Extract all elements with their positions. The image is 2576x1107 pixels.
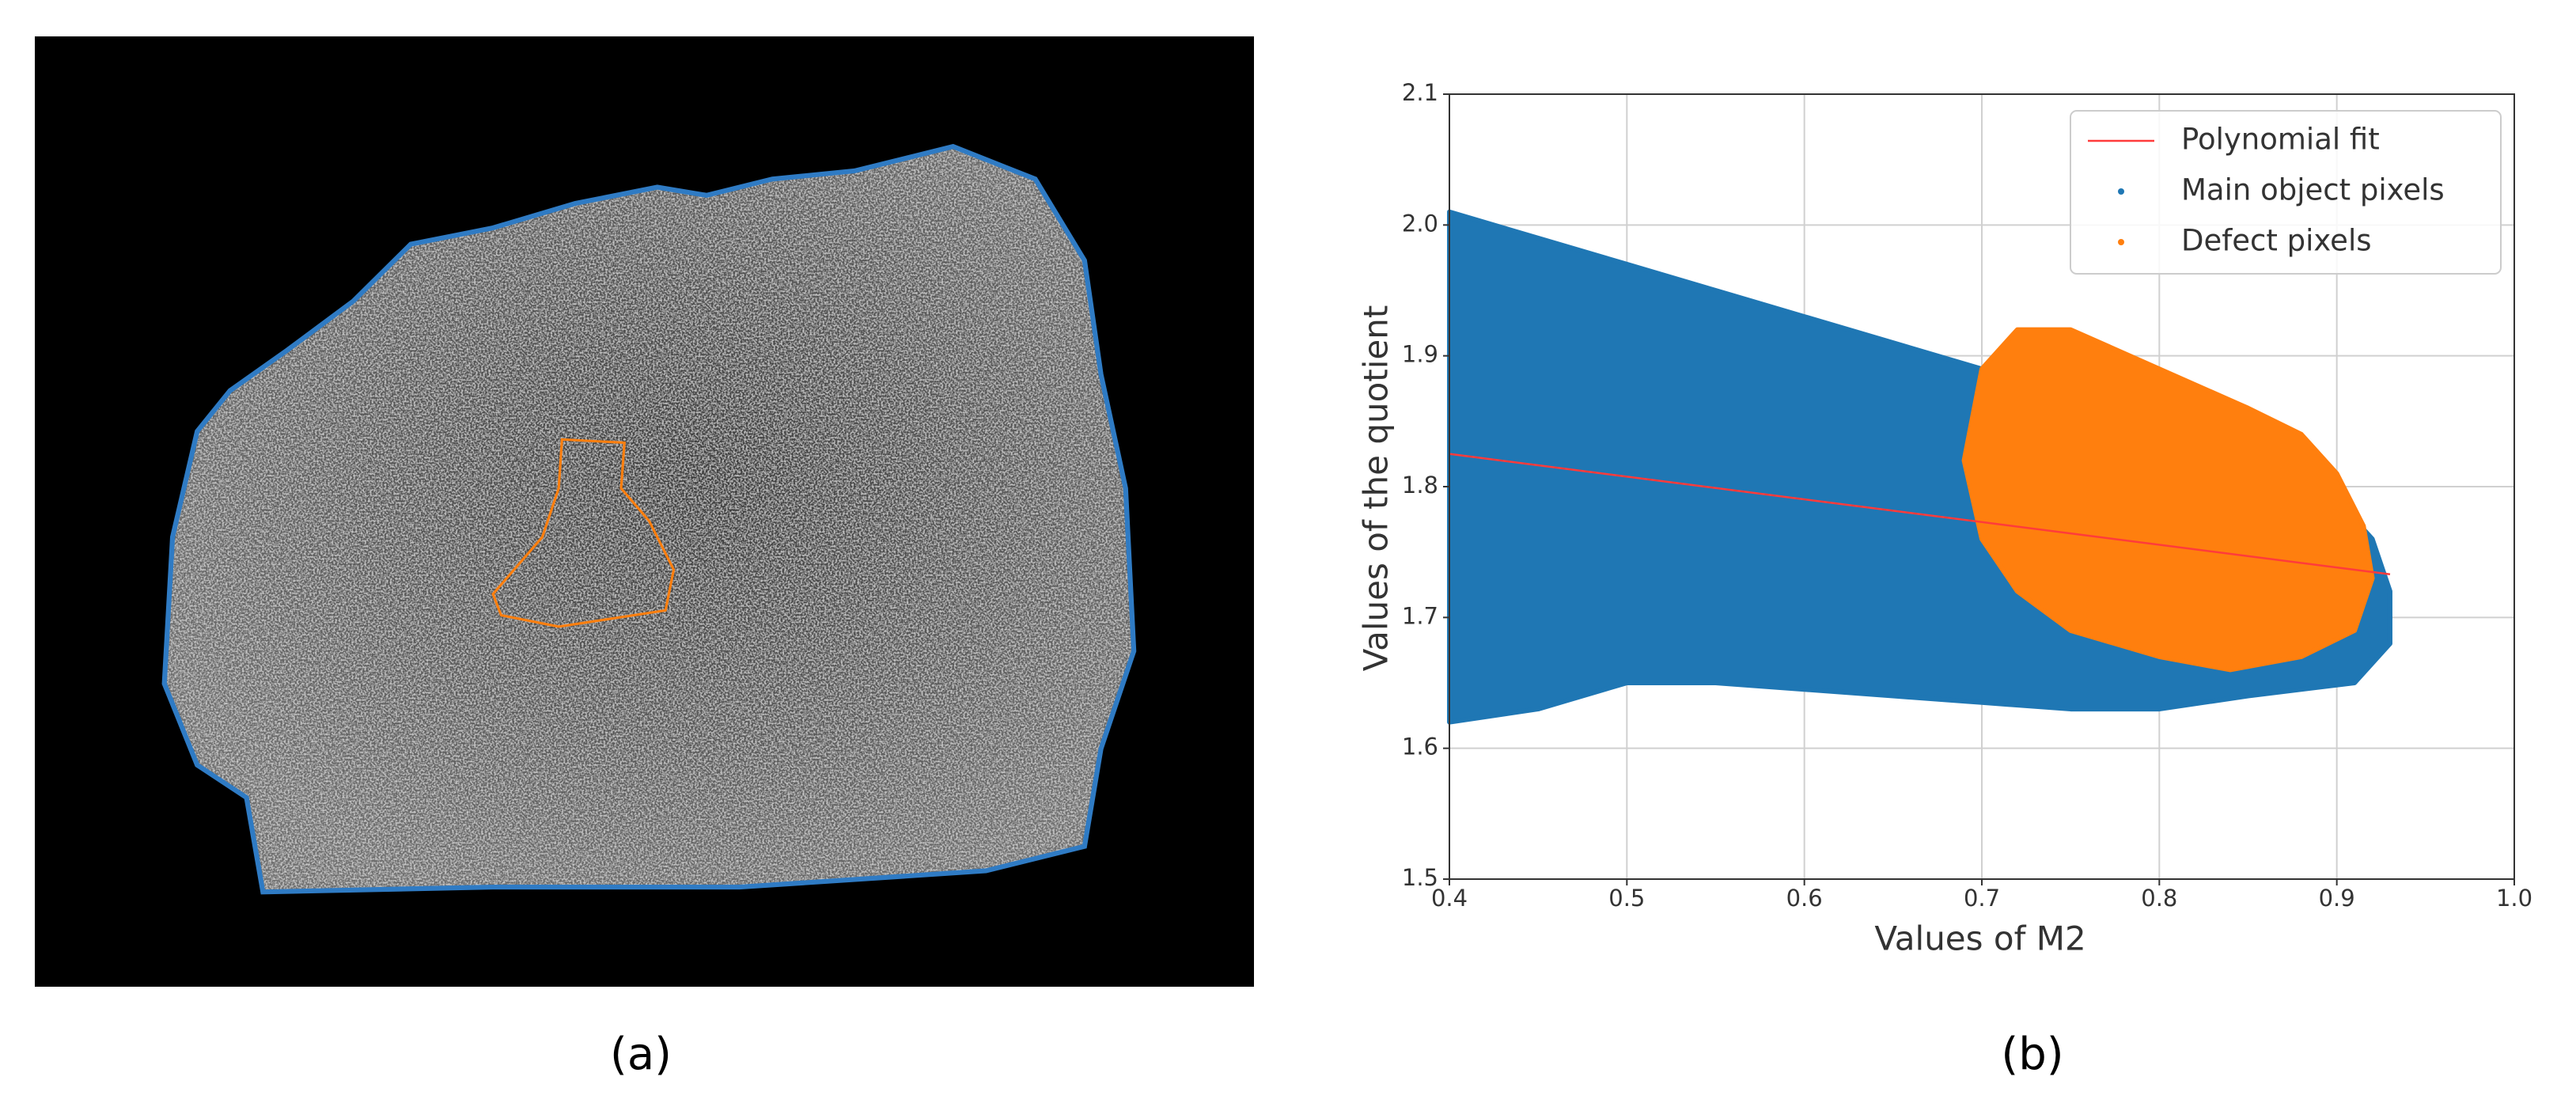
legend-label: Defect pixels [2181,224,2372,258]
object-outline [161,143,1137,895]
x-tick-label: 0.8 [2141,885,2177,912]
legend-label: Polynomial fit [2181,123,2380,157]
scatter-cloud [1961,327,2375,673]
y-tick-label: 1.6 [1402,734,1438,760]
legend-swatch [2118,188,2124,195]
legend-label: Main object pixels [2181,173,2445,207]
y-tick-label: 1.8 [1402,472,1438,499]
defect-outline [491,438,676,628]
specimen [161,143,1137,895]
x-tick-label: 1.0 [2496,885,2532,912]
panel-label: (b) [2001,1029,2063,1080]
y-tick-label: 1.7 [1402,602,1438,629]
x-axis-label: Values of M2 [1874,919,2085,958]
panel-label: (a) [610,1029,672,1080]
data [1447,209,2392,725]
x-tick-label: 0.9 [2319,885,2355,912]
legend-box [2070,110,2502,275]
legend: Polynomial fit Main object pixels Defect p… [2070,110,2502,275]
fit-line [1449,453,2391,576]
y-tick-label: 2.1 [1402,79,1438,106]
panel-a: (a) [35,36,1254,1080]
x-tick-label: 0.6 [1786,885,1823,912]
y-tick-label: 1.5 [1402,864,1438,891]
y-tick-label: 1.9 [1402,341,1438,368]
plot [1447,93,2515,880]
y-axis-label: Values of the quotient [1357,305,1396,672]
y-tick-label: 2.0 [1402,210,1438,237]
x-tick-label: 0.5 [1608,885,1645,912]
x-tick-label: 0.7 [1964,885,2000,912]
x-tick-label: 0.4 [1431,885,1468,912]
legend-swatch [2118,239,2124,245]
plot-frame [1449,93,2515,880]
